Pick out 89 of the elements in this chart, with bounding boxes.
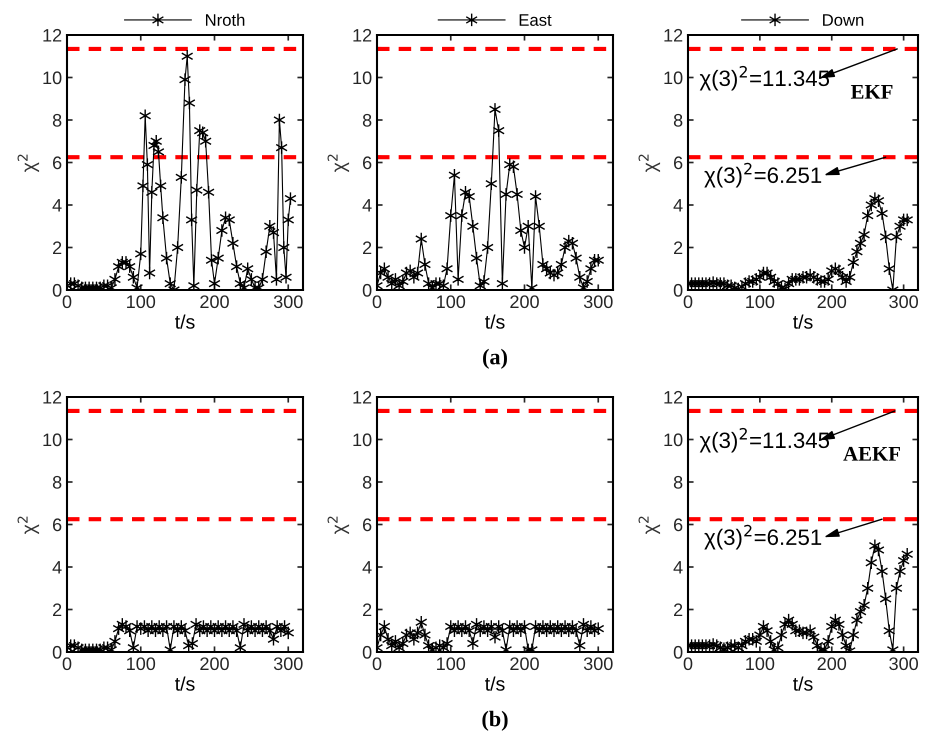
- x-axis-title: t/s: [175, 314, 195, 329]
- y-tick-label: 0: [362, 284, 372, 297]
- x-tick-label: 300: [889, 657, 918, 670]
- y-tick-label: 10: [353, 71, 372, 84]
- legend-label: East: [520, 14, 552, 26]
- y-tick-label: 10: [43, 433, 62, 446]
- y-tick-label: 0: [52, 646, 62, 659]
- x-tick-label: 0: [372, 657, 382, 670]
- y-tick-label: 4: [52, 199, 62, 212]
- legend-label: Down: [823, 14, 864, 26]
- x-tick-label: 200: [818, 295, 846, 308]
- y-axis-title: χ$^{2}$: [328, 154, 350, 172]
- x-tick-label: 0: [62, 657, 72, 670]
- y-tick-label: 0: [674, 646, 682, 659]
- x-tick-label: 200: [200, 295, 229, 308]
- y-tick-label: 12: [43, 28, 62, 42]
- y-tick-label: 6: [363, 518, 372, 532]
- annotation: χ(3)$^{2}$=6.251: [704, 524, 822, 550]
- annotation: χ(3)$^{2}$=6.251: [704, 162, 822, 188]
- text: (a): [483, 348, 507, 369]
- annotation: EKF: [850, 85, 892, 99]
- annotation: χ(3)$^{2}$=11.345: [700, 66, 830, 91]
- x-tick-label: 200: [200, 657, 229, 670]
- y-tick-label: 2: [53, 603, 62, 616]
- y-tick-label: 10: [664, 71, 682, 84]
- y-tick-label: 6: [674, 518, 682, 532]
- y-tick-label: 12: [664, 28, 682, 42]
- y-tick-label: 8: [674, 114, 682, 127]
- y-tick-label: 6: [674, 156, 682, 170]
- x-axis-title: t/s: [793, 314, 813, 329]
- y-tick-label: 8: [674, 476, 682, 489]
- y-tick-label: 8: [52, 476, 62, 489]
- y-axis-title: χ$^{2}$: [638, 516, 660, 534]
- x-axis-title: t/s: [175, 676, 195, 691]
- x-tick-label: 300: [889, 295, 918, 308]
- y-tick-label: 4: [362, 199, 372, 212]
- y-tick-label: 4: [362, 561, 372, 574]
- x-tick-label: 100: [746, 657, 774, 670]
- y-axis-title: χ$^{2}$: [18, 154, 40, 172]
- y-axis-title: χ$^{2}$: [18, 516, 40, 534]
- y-tick-label: 12: [43, 390, 62, 404]
- text: (b): [482, 710, 508, 731]
- y-axis-title: χ$^{2}$: [328, 516, 350, 534]
- x-tick-label: 0: [684, 295, 692, 308]
- y-tick-label: 6: [53, 518, 62, 532]
- y-tick-label: 6: [363, 156, 372, 170]
- legend-label: Nroth: [206, 14, 244, 26]
- y-axis-title: χ$^{2}$: [638, 154, 660, 172]
- x-tick-label: 200: [818, 657, 846, 670]
- y-tick-label: 2: [363, 603, 372, 616]
- y-tick-label: 12: [353, 390, 372, 404]
- x-tick-label: 300: [584, 295, 613, 308]
- x-tick-label: 100: [437, 295, 466, 308]
- x-tick-label: 300: [274, 657, 303, 670]
- y-tick-label: 10: [664, 433, 682, 446]
- x-tick-label: 0: [372, 295, 382, 308]
- x-tick-label: 100: [127, 295, 156, 308]
- x-tick-label: 100: [437, 657, 466, 670]
- y-tick-label: 8: [362, 114, 372, 127]
- y-tick-label: 2: [363, 241, 372, 254]
- y-tick-label: 2: [53, 241, 62, 254]
- y-tick-label: 4: [674, 199, 683, 212]
- y-tick-label: 10: [353, 433, 372, 446]
- y-tick-label: 8: [52, 114, 62, 127]
- y-tick-label: 4: [674, 561, 683, 574]
- y-tick-label: 6: [53, 156, 62, 170]
- x-tick-label: 100: [746, 295, 774, 308]
- y-tick-label: 0: [674, 284, 682, 297]
- x-axis-title: t/s: [793, 676, 813, 691]
- y-tick-label: 12: [664, 390, 682, 404]
- x-tick-label: 300: [274, 295, 303, 308]
- y-tick-label: 0: [52, 284, 62, 297]
- x-tick-label: 200: [510, 295, 539, 308]
- y-tick-label: 0: [362, 646, 372, 659]
- y-tick-label: 10: [43, 71, 62, 84]
- x-tick-label: 0: [684, 657, 692, 670]
- x-tick-label: 300: [584, 657, 613, 670]
- x-axis-title: t/s: [485, 314, 505, 329]
- y-tick-label: 12: [353, 28, 372, 42]
- x-tick-label: 100: [127, 657, 156, 670]
- x-tick-label: 0: [62, 295, 72, 308]
- x-tick-label: 200: [510, 657, 539, 670]
- x-axis-title: t/s: [485, 676, 505, 691]
- y-tick-label: 2: [674, 241, 682, 254]
- annotation: AEKF: [843, 446, 900, 461]
- y-tick-label: 2: [674, 603, 682, 616]
- y-tick-label: 8: [362, 476, 372, 489]
- annotation: χ(3)$^{2}$=11.345: [700, 428, 830, 453]
- y-tick-label: 4: [52, 561, 62, 574]
